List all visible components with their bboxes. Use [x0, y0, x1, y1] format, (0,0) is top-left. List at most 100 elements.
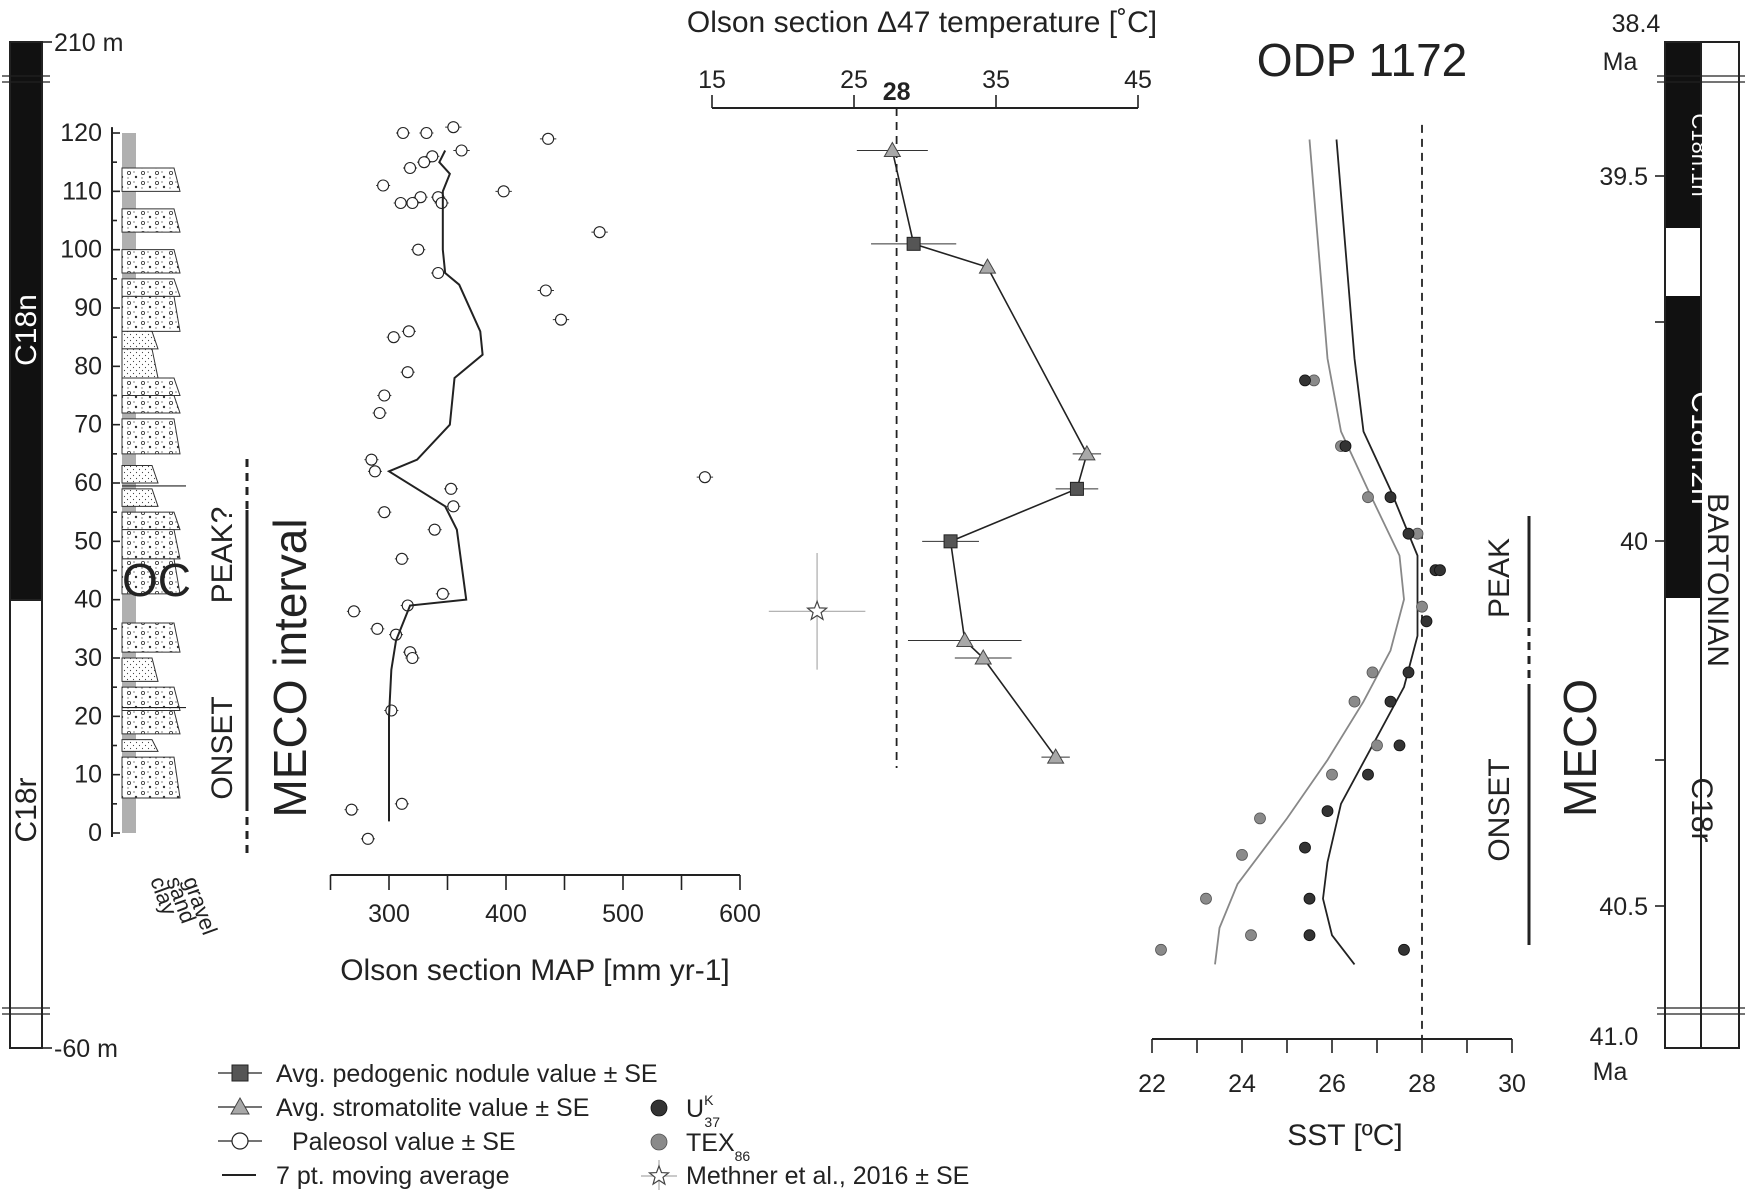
uk37-point	[1384, 695, 1397, 708]
age-tick-label-39-5: 39.5	[1599, 163, 1648, 191]
depth-tick-label: 70	[74, 411, 102, 439]
paleosol-point	[447, 121, 460, 134]
chron-c18n-label: C18n	[10, 294, 43, 366]
paleosol-point	[428, 523, 441, 536]
paleosol-point	[377, 179, 390, 192]
paleosol-point	[455, 144, 468, 157]
paleosol-point	[426, 150, 439, 163]
lithology-bed	[121, 295, 181, 332]
paleosol-point	[420, 126, 433, 140]
uk37-point	[1362, 768, 1374, 781]
legend-stromatolite: Avg. stromatolite value ± SE	[218, 1094, 589, 1122]
paleosol-point	[401, 366, 414, 379]
nodule-point	[1069, 481, 1084, 496]
peak-question-label: PEAK?	[206, 507, 239, 604]
depth-tick-label: 20	[74, 702, 102, 730]
paleosol-point	[345, 803, 358, 816]
legend-moving-average: 7 pt. moving average	[222, 1162, 509, 1190]
tex86-point	[1366, 666, 1379, 679]
lithology-bed	[121, 657, 159, 682]
lithology-bed	[121, 348, 159, 379]
chron-c18n1n-bar	[1665, 42, 1701, 228]
lithology-bed	[121, 377, 181, 397]
methner-star	[805, 599, 829, 621]
stage-label: BARTONIAN	[1701, 493, 1734, 667]
lithology-bed	[121, 418, 181, 455]
paleosol-point	[378, 389, 391, 402]
odp-title: ODP 1172	[1257, 34, 1468, 86]
depth-tick-label: 40	[74, 586, 102, 614]
square-marker-icon	[231, 1064, 249, 1082]
lithology-bed	[121, 465, 159, 484]
uk37-point	[1339, 440, 1352, 453]
depth-tick-label: 30	[74, 644, 102, 672]
paleosol-point	[432, 266, 445, 280]
depth-tick-label: 10	[74, 761, 102, 789]
legend-tex86-sub: 86	[735, 1148, 751, 1164]
age-tick-label-40: 40	[1620, 528, 1648, 556]
legend-methner-label: Methner et al., 2016 ± SE	[686, 1162, 969, 1190]
lithology-bed	[121, 529, 181, 560]
paleosol-point	[412, 243, 425, 256]
oc-label: OC	[122, 554, 191, 606]
lithology-bed	[121, 686, 181, 712]
uk37-smooth-curve	[1322, 139, 1419, 965]
paleosol-point	[404, 161, 417, 175]
sst-axis-title: SST [ºC]	[1287, 1119, 1402, 1152]
lithology-column	[121, 133, 186, 833]
tex86-point	[1416, 600, 1428, 613]
bottom-age-unit: Ma	[1593, 1058, 1628, 1086]
chron-c18n1n-label: C18n.1n	[1687, 113, 1712, 196]
map-tick-label: 300	[368, 900, 410, 928]
d47-tick-label: 45	[1124, 66, 1152, 94]
paleosol-point	[542, 132, 555, 145]
sst-panel: 22 24 26 28 30	[1138, 124, 1526, 1098]
onset-left-label: ONSET	[206, 696, 239, 799]
chron-c18r-bar	[9, 599, 43, 1049]
nodule-point	[943, 534, 958, 549]
paleosol-point	[414, 191, 427, 204]
lithology-bed	[121, 756, 181, 799]
bottom-depth-label: -60 m	[54, 1035, 118, 1063]
top-age-label: 38.4	[1612, 10, 1661, 38]
depth-axis: 0 10 20 30 40 50 60 70 80 90 100 110 120	[60, 119, 120, 847]
uk37-point	[1420, 615, 1433, 628]
chron-c18r-right-label: C18r	[1685, 777, 1718, 842]
paleosol-point	[418, 156, 431, 169]
lithology-bed	[121, 622, 181, 653]
uk37-point	[1299, 841, 1311, 854]
uk37-point	[1321, 805, 1334, 817]
stage-column-outline	[1700, 41, 1740, 1049]
uk37-point	[1384, 491, 1397, 504]
paleosol-point	[365, 453, 378, 466]
legend-paleosol: Paleosol value ± SE	[218, 1128, 516, 1156]
right-age-column: 38.4 Ma 39.5 40 40.5 41.0 Ma C18n.1n C18…	[1590, 10, 1745, 1086]
lithology-bed	[121, 330, 159, 350]
circle-marker-icon	[231, 1132, 249, 1150]
lithology-bed	[121, 249, 181, 274]
uk37-point	[1402, 666, 1415, 679]
paleosol-point	[387, 331, 400, 344]
stromatolite-point	[1078, 444, 1096, 461]
legend-methner: Methner et al., 2016 ± SE	[641, 1160, 969, 1190]
legend-stromatolite-label: Avg. stromatolite value ± SE	[276, 1094, 589, 1122]
sst-tick-label: 22	[1138, 1070, 1166, 1098]
d47-tick-label: 25	[840, 66, 868, 94]
bottom-age-label: 41.0	[1590, 1023, 1639, 1051]
chron-c18r-label: C18r	[10, 777, 43, 842]
paleosol-point	[394, 196, 407, 210]
lithology-bed	[121, 739, 159, 752]
lithology-bed	[121, 511, 181, 531]
paleosol-point	[385, 704, 398, 717]
depth-tick-label: 0	[88, 819, 102, 847]
uk37-point	[1393, 739, 1406, 752]
depth-tick-label: 100	[60, 236, 102, 264]
paleosol-point	[361, 832, 374, 845]
paleosol-point	[698, 471, 711, 484]
paleosol-point	[402, 325, 415, 338]
tex86-point	[1200, 892, 1212, 905]
lithology-bed	[121, 167, 181, 192]
onset-right-label: ONSET	[1483, 758, 1516, 861]
